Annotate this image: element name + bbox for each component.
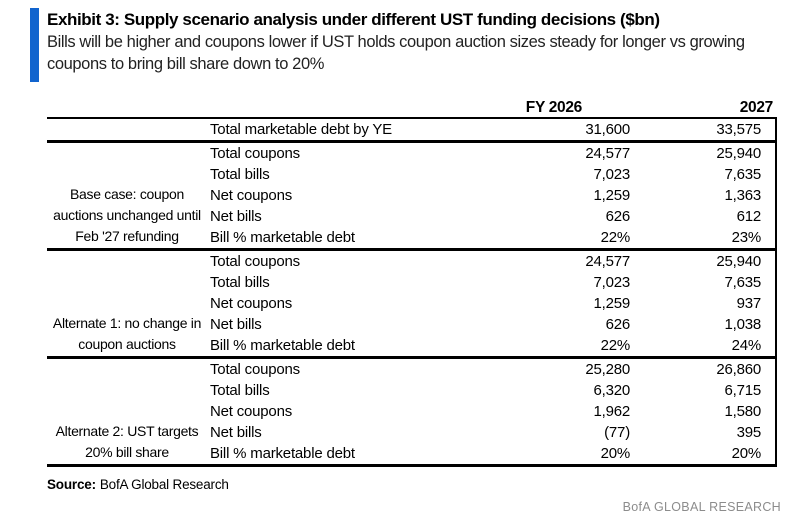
metric-label: Total bills (210, 382, 270, 399)
value-fy2026: 1,962 (593, 403, 630, 420)
value-2027: 6,715 (724, 382, 761, 399)
table-row: Total coupons 25,280 26,860 (207, 359, 775, 380)
table-row: Bill % marketable debt 22% 23% (207, 227, 775, 248)
value-fy2026: 626 (605, 208, 631, 225)
table-row: Net coupons 1,962 1,580 (207, 401, 775, 422)
table-row: Total coupons 24,577 25,940 (207, 143, 775, 164)
metric-label: Total marketable debt by YE (210, 121, 392, 138)
value-fy2026: 31,600 (585, 121, 630, 138)
source-label: Source: (47, 477, 96, 492)
section-total-debt: Total marketable debt by YE 31,600 33,57… (47, 119, 775, 143)
value-fy2026: 22% (600, 337, 631, 354)
table-row: Bill % marketable debt 22% 24% (207, 335, 775, 356)
column-header-2027: 2027 (739, 99, 774, 116)
value-fy2026: 22% (600, 229, 631, 246)
table-row: Net bills (77) 395 (207, 422, 775, 443)
value-fy2026: 7,023 (593, 274, 630, 291)
table-body: Total marketable debt by YE 31,600 33,57… (47, 117, 777, 467)
exhibit-title: Exhibit 3: Supply scenario analysis unde… (47, 10, 660, 29)
value-2027: 20% (731, 445, 762, 462)
metric-label: Net coupons (210, 295, 293, 312)
metric-label: Total coupons (210, 361, 300, 378)
value-fy2026: 626 (605, 316, 631, 333)
table-row: Total marketable debt by YE 31,600 33,57… (207, 119, 775, 140)
value-fy2026: 24,577 (585, 145, 630, 162)
section-alternate-2: Alternate 2: UST targets 20% bill share … (47, 359, 775, 464)
accent-bar (30, 8, 39, 82)
table-row: Net coupons 1,259 937 (207, 293, 775, 314)
table-row: Net bills 626 612 (207, 206, 775, 227)
exhibit-table: FY 2026 2027 Total marketable debt by YE… (47, 95, 777, 467)
value-fy2026: 24,577 (585, 253, 630, 270)
metric-label: Total coupons (210, 145, 300, 162)
value-fy2026: (77) (604, 424, 630, 441)
metric-label: Total coupons (210, 253, 300, 270)
value-fy2026: 25,280 (585, 361, 630, 378)
metric-label: Bill % marketable debt (210, 229, 355, 246)
value-2027: 1,580 (724, 403, 761, 420)
section-label: Base case: coupon auctions unchanged unt… (53, 186, 201, 244)
value-2027: 612 (736, 208, 762, 225)
value-2027: 25,940 (716, 253, 761, 270)
column-header-fy2026: FY 2026 (525, 99, 583, 116)
value-2027: 23% (731, 229, 762, 246)
table-header-row: FY 2026 2027 (47, 95, 777, 117)
source-line: Source: BofA Global Research (47, 477, 229, 492)
metric-label: Net coupons (210, 187, 293, 204)
section-label: Alternate 1: no change in coupon auction… (52, 315, 202, 352)
value-2027: 7,635 (724, 274, 761, 291)
metric-label: Total bills (210, 166, 270, 183)
metric-label: Bill % marketable debt (210, 445, 355, 462)
table-row: Bill % marketable debt 20% 20% (207, 443, 775, 464)
table-row: Total bills 6,320 6,715 (207, 380, 775, 401)
value-2027: 24% (731, 337, 762, 354)
source-text: BofA Global Research (99, 477, 229, 492)
table-row: Total bills 7,023 7,635 (207, 272, 775, 293)
value-2027: 7,635 (724, 166, 761, 183)
value-fy2026: 6,320 (593, 382, 630, 399)
table-row: Total coupons 24,577 25,940 (207, 251, 775, 272)
metric-label: Total bills (210, 274, 270, 291)
value-2027: 1,038 (724, 316, 761, 333)
section-label (47, 119, 207, 140)
metric-label: Net bills (210, 208, 262, 225)
metric-label: Net coupons (210, 403, 293, 420)
section-label: Alternate 2: UST targets 20% bill share (55, 423, 199, 460)
brand-line: BofA GLOBAL RESEARCH (622, 500, 781, 514)
section-alternate-1: Alternate 1: no change in coupon auction… (47, 251, 775, 359)
value-fy2026: 7,023 (593, 166, 630, 183)
metric-label: Net bills (210, 316, 262, 333)
value-2027: 25,940 (716, 145, 761, 162)
value-fy2026: 20% (600, 445, 631, 462)
value-2027: 395 (736, 424, 762, 441)
exhibit-header: Exhibit 3: Supply scenario analysis unde… (47, 8, 787, 75)
value-fy2026: 1,259 (593, 295, 630, 312)
table-row: Net bills 626 1,038 (207, 314, 775, 335)
metric-label: Bill % marketable debt (210, 337, 355, 354)
table-row: Total bills 7,023 7,635 (207, 164, 775, 185)
value-2027: 937 (736, 295, 762, 312)
metric-label: Net bills (210, 424, 262, 441)
table-row: Net coupons 1,259 1,363 (207, 185, 775, 206)
value-2027: 1,363 (724, 187, 761, 204)
value-2027: 26,860 (716, 361, 761, 378)
section-base-case: Base case: coupon auctions unchanged unt… (47, 143, 775, 251)
exhibit-subtitle: Bills will be higher and coupons lower i… (47, 33, 745, 73)
value-2027: 33,575 (716, 121, 761, 138)
value-fy2026: 1,259 (593, 187, 630, 204)
